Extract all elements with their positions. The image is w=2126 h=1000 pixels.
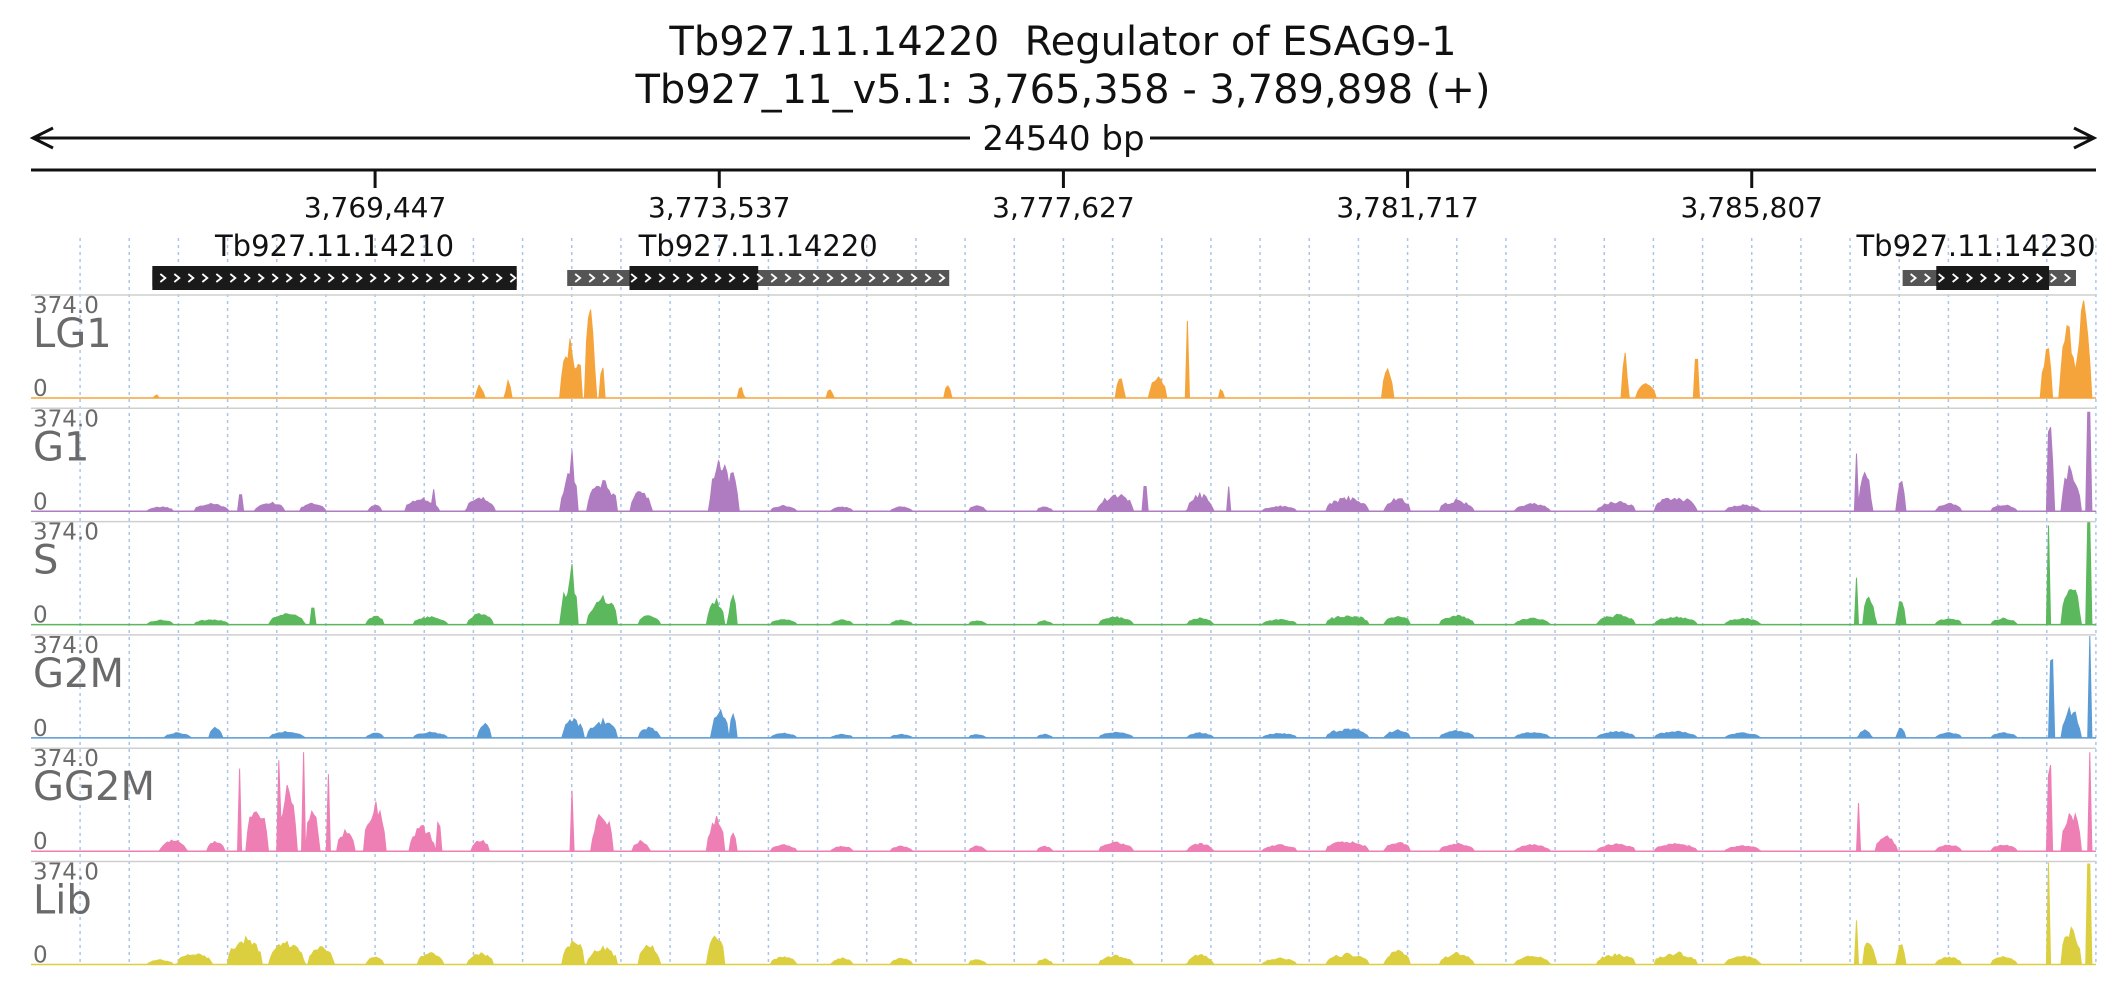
coverage-area-gg2m	[31, 752, 2096, 852]
track-ymax-label: 374.0	[33, 293, 99, 319]
span-length-label: 24540 bp	[982, 119, 1144, 159]
track-name-s: S	[33, 538, 58, 584]
gene-cds	[1936, 266, 2050, 290]
track-ymin-label: 0	[33, 603, 48, 629]
gene-strand-arrows	[1910, 273, 2072, 283]
span-arrowhead-left	[29, 126, 54, 150]
ruler-tick-label: 3,781,717	[1336, 191, 1479, 224]
track-name-gg2m: GG2M	[33, 764, 155, 810]
track-ymax-label: 374.0	[33, 520, 99, 546]
track-ymax-label: 374.0	[33, 746, 99, 772]
track-ymin-label: 0	[33, 829, 48, 855]
track-ymax-label: 374.0	[33, 406, 99, 432]
track-ymin-label: 0	[33, 716, 48, 742]
ruler-tick-label: 3,773,537	[648, 191, 791, 224]
track-name-g2m: G2M	[33, 651, 124, 697]
span-arrowhead-right	[2073, 126, 2098, 150]
track-ymin-label: 0	[33, 943, 48, 969]
gene-strand-arrows	[574, 273, 946, 283]
track-ymin-label: 0	[33, 376, 48, 402]
figure-title: Tb927.11.14220 Regulator of ESAG9-1	[669, 19, 1457, 65]
track-ymax-label: 374.0	[33, 633, 99, 659]
ruler-tick-label: 3,785,807	[1680, 191, 1823, 224]
track-ymin-label: 0	[33, 489, 48, 515]
track-name-lib: Lib	[33, 878, 92, 924]
gene-label: Tb927.11.14220	[638, 229, 878, 263]
track-ymax-label: 374.0	[33, 860, 99, 886]
gene-label: Tb927.11.14230	[1855, 229, 2095, 263]
gene-strand-arrows	[159, 273, 517, 283]
figure-subtitle: Tb927_11_v5.1: 3,765,358 - 3,789,898 (+)	[635, 67, 1491, 113]
track-name-g1: G1	[33, 424, 89, 470]
figure-header: Tb927.11.14220 Regulator of ESAG9-1 Tb92…	[0, 18, 2126, 114]
gene-label: Tb927.11.14210	[214, 229, 454, 263]
ruler-tick-label: 3,777,627	[992, 191, 1135, 224]
track-name-lg1: LG1	[33, 311, 112, 357]
ruler-tick-label: 3,769,447	[304, 191, 447, 224]
